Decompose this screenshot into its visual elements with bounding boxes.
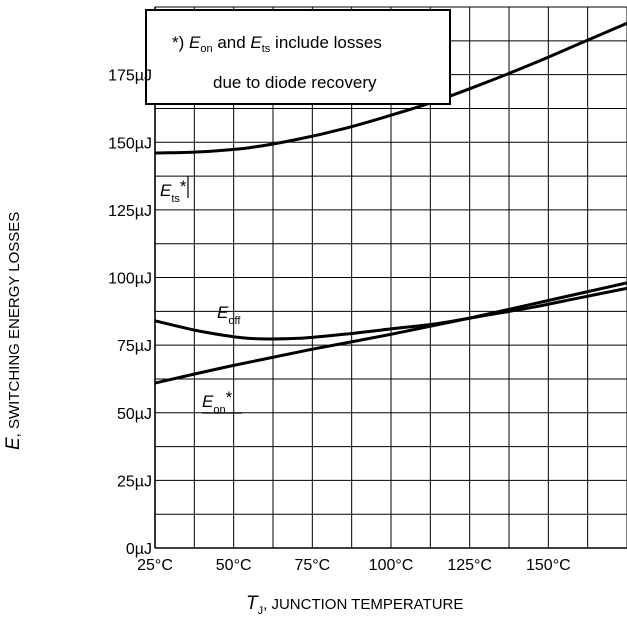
annotation-frame bbox=[145, 9, 451, 105]
x-tick-label: 25°C bbox=[137, 557, 173, 574]
y-tick-label: 100µJ bbox=[108, 271, 152, 288]
label-eoff: Eoff bbox=[217, 303, 241, 327]
ets-curve bbox=[154, 21, 627, 155]
y-tick-labels: 0µJ 25µJ 50µJ 75µJ 100µJ 125µJ 150µJ 175µJ bbox=[108, 68, 152, 558]
x-tick-label: 100°C bbox=[369, 557, 414, 574]
y-tick-label: 25µJ bbox=[117, 473, 152, 490]
eon-curve bbox=[154, 281, 627, 385]
y-tick-label: 50µJ bbox=[117, 406, 152, 423]
label-ets: Ets* bbox=[160, 177, 187, 205]
annotation-line-1: *) Eon and Ets include losses bbox=[172, 33, 382, 55]
x-tick-labels: 25°C 50°C 75°C 100°C 125°C 150°C bbox=[137, 557, 571, 574]
annotation-box: *) Eon and Ets include losses due to dio… bbox=[145, 9, 451, 105]
x-tick-label: 75°C bbox=[294, 557, 330, 574]
y-tick-label: 0µJ bbox=[126, 541, 152, 558]
annotation-line-2: due to diode recovery bbox=[213, 73, 377, 92]
y-tick-label: 175µJ bbox=[108, 68, 152, 85]
y-tick-label: 125µJ bbox=[108, 203, 152, 220]
y-tick-label: 150µJ bbox=[108, 135, 152, 152]
curves bbox=[154, 21, 627, 385]
x-tick-label: 150°C bbox=[526, 557, 571, 574]
y-tick-label: 75µJ bbox=[117, 338, 152, 355]
y-axis-label: E, SWITCHING ENERGY LOSSES bbox=[3, 212, 24, 450]
x-tick-label: 50°C bbox=[216, 557, 252, 574]
x-tick-label: 125°C bbox=[447, 557, 492, 574]
label-eon: Eon* bbox=[202, 388, 233, 416]
eoff-curve bbox=[154, 286, 627, 341]
x-axis-label: TJ, JUNCTION TEMPERATURE bbox=[246, 593, 463, 617]
